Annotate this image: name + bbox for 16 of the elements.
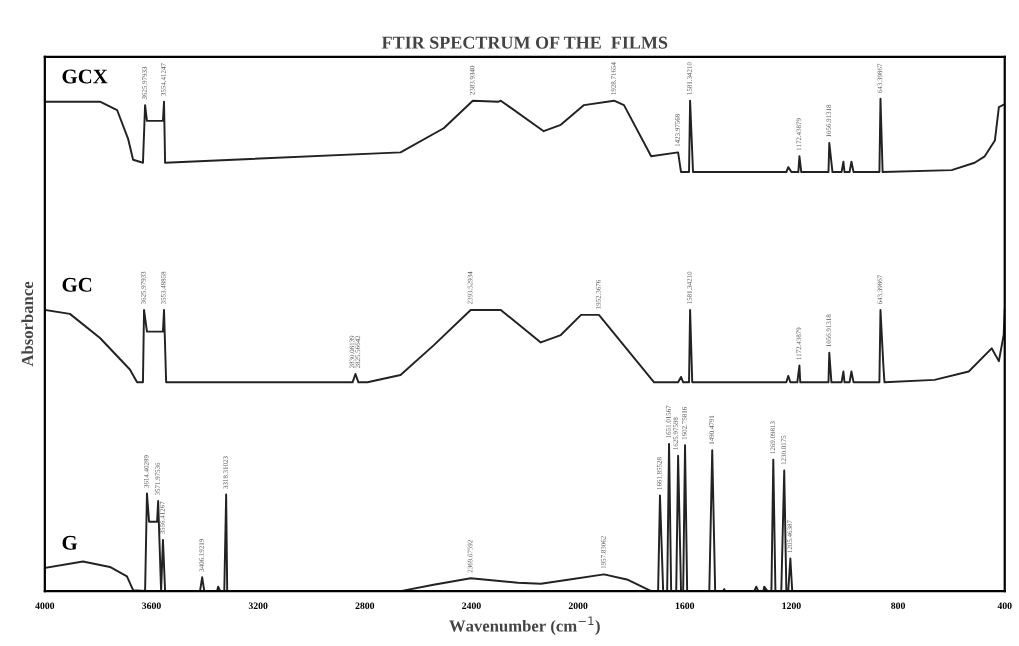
x-tick-label: 1200 [782, 602, 801, 610]
x-tick-label: 800 [891, 602, 905, 610]
x-tick-label: 2000 [568, 602, 588, 610]
series-label: G [62, 535, 78, 550]
x-tick-label: 3600 [142, 602, 161, 610]
x-tick-label: 1600 [675, 602, 695, 610]
series-label: GCX [62, 69, 108, 84]
x-tick-label: 400 [997, 602, 1012, 610]
x-tick-label: 4000 [35, 602, 55, 610]
y-axis-title: Absorbance [21, 281, 34, 367]
series-label: GC [62, 277, 92, 292]
x-tick-label: 2400 [462, 602, 481, 610]
x-axis-title: Wavenumber (cm$^{−1}$) [449, 616, 600, 636]
x-tick-label: 3200 [248, 602, 268, 610]
x-tick-label: 2800 [355, 602, 375, 610]
chart-title: FTIR SPECTRUM OF THE FILMS [381, 36, 668, 49]
